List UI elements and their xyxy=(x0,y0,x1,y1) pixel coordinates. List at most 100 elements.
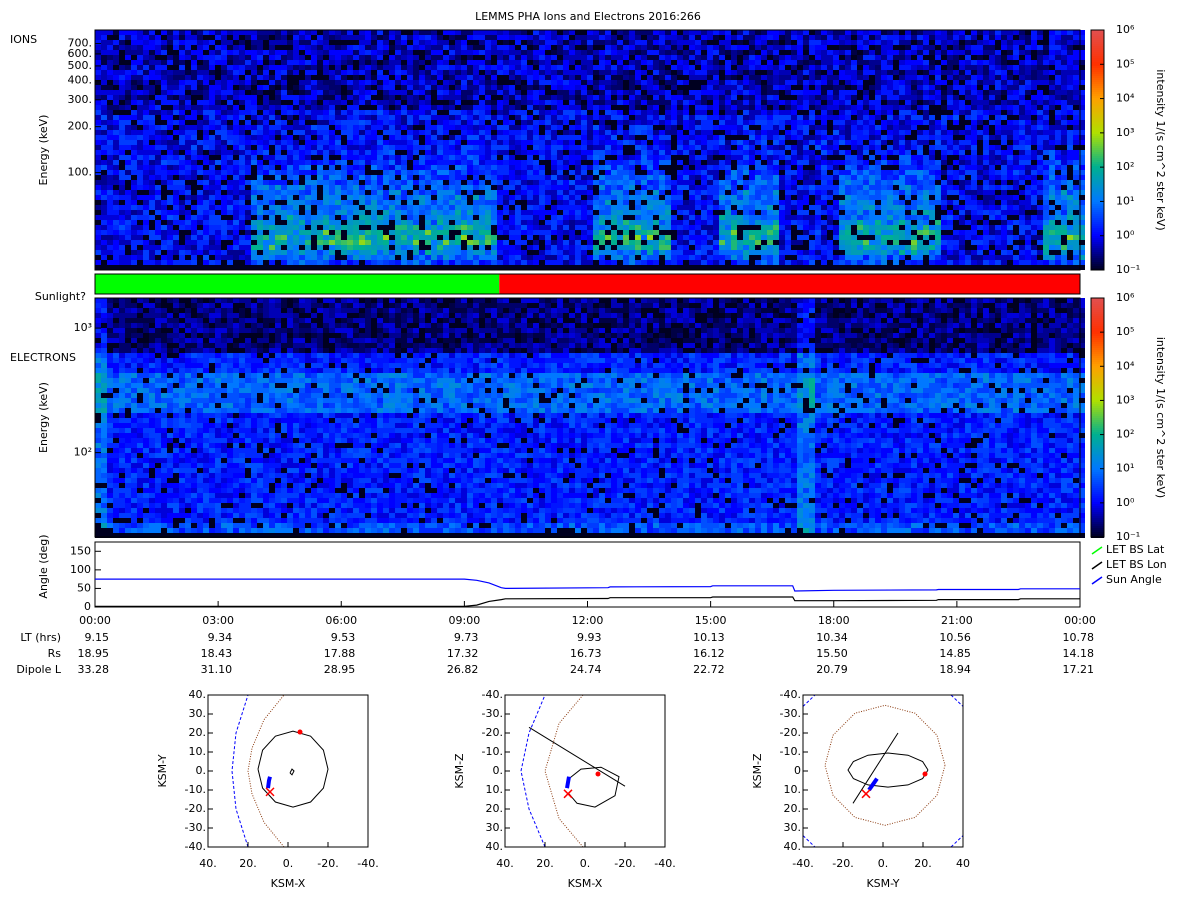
colorbar-cell xyxy=(1091,194,1104,196)
colorbar-cell xyxy=(1091,184,1104,186)
colorbar-cell xyxy=(1091,234,1104,236)
x-axis-label: KSM-X xyxy=(568,877,603,890)
colorbar-cell xyxy=(1091,170,1104,172)
colorbar-cell xyxy=(1091,358,1104,360)
ephemeris-value: 10.78 xyxy=(1063,631,1095,644)
y-tick-label: -10. xyxy=(780,745,801,758)
y-tick-label: 300. xyxy=(68,93,93,106)
ephemeris-value: 16.73 xyxy=(570,647,602,660)
x-tick-label: -40. xyxy=(792,857,813,870)
colorbar-cell xyxy=(1091,186,1104,188)
y-axis-label: KSM-Y xyxy=(156,754,169,787)
colorbar-cell xyxy=(1091,362,1104,364)
colorbar-cell xyxy=(1091,470,1104,472)
orbit-line xyxy=(847,732,929,804)
colorbar-cell xyxy=(1091,318,1104,320)
colorbar-cell xyxy=(1091,254,1104,256)
colorbar-cell xyxy=(1091,468,1104,470)
colorbar-cell xyxy=(1091,452,1104,454)
y-axis-label: Angle (deg) xyxy=(37,534,50,598)
colorbar-cell xyxy=(1091,268,1104,270)
colorbar-tick-label: 10⁵ xyxy=(1116,57,1134,70)
colorbar-cell xyxy=(1091,526,1104,528)
ephemeris-value: 18.43 xyxy=(201,647,233,660)
colorbar-cell xyxy=(1091,256,1104,258)
colorbar-cell xyxy=(1091,172,1104,174)
colorbar-cell xyxy=(1091,486,1104,488)
colorbar-cell xyxy=(1091,326,1104,328)
colorbar-cell xyxy=(1091,356,1104,358)
plot-frame xyxy=(94,29,1081,271)
ephemeris-value: 10.34 xyxy=(816,631,848,644)
colorbar-cell xyxy=(1091,182,1104,184)
orbit-marks xyxy=(803,695,963,847)
colorbar-tick-label: 10⁰ xyxy=(1116,229,1135,242)
spectrogram-image xyxy=(95,298,1085,538)
sunlight-frame xyxy=(94,273,1081,295)
colorbar-cell xyxy=(1091,510,1104,512)
legend-swatch xyxy=(1091,576,1103,585)
colorbar-cell xyxy=(1091,300,1104,302)
spectrogram-cells xyxy=(95,298,1085,523)
colorbar-cell xyxy=(1091,52,1104,54)
orbit-cross xyxy=(563,789,573,799)
ephemeris-value: 20.79 xyxy=(816,663,848,676)
colorbar-cell xyxy=(1091,30,1104,32)
colorbar-cell xyxy=(1091,220,1104,222)
y-tick-label: -40. xyxy=(780,688,801,701)
ephemeris-value: 17.32 xyxy=(447,647,479,660)
y-tick-label: 40. xyxy=(486,840,504,853)
panel-label: IONS xyxy=(10,33,37,46)
colorbar-cell xyxy=(1091,222,1104,224)
colorbar-cell xyxy=(1091,434,1104,436)
colorbar-cell xyxy=(1091,236,1104,238)
colorbar-cell xyxy=(1091,408,1104,410)
colorbar-cell xyxy=(1091,402,1104,404)
ephemeris-value: 10.13 xyxy=(693,631,725,644)
colorbar-cell xyxy=(1091,338,1104,340)
legend-swatch xyxy=(1091,561,1103,570)
colorbar-cell xyxy=(1091,70,1104,72)
colorbar-tick-label: 10² xyxy=(1116,428,1134,441)
spectrogram-cells xyxy=(107,298,1085,353)
colorbar-cell xyxy=(1091,512,1104,514)
colorbar-cell xyxy=(1091,94,1104,96)
colorbar-cell xyxy=(1091,244,1104,246)
colorbar-cell xyxy=(1091,478,1104,480)
colorbar-cell xyxy=(1091,440,1104,442)
colorbar-cell xyxy=(1091,152,1104,154)
y-tick-label: -10. xyxy=(185,783,206,796)
spectrogram-image xyxy=(95,30,1085,270)
colorbar-cell xyxy=(1091,154,1104,156)
colorbar-cell xyxy=(1091,214,1104,216)
colorbar-cell xyxy=(1091,216,1104,218)
ephemeris-value: 9.15 xyxy=(85,631,110,644)
x-tick-label: 15:00 xyxy=(695,614,727,627)
y-tick-label: 10. xyxy=(189,745,207,758)
colorbar-cell xyxy=(1091,500,1104,502)
plot-frame xyxy=(504,694,666,848)
colorbar-cell xyxy=(1091,432,1104,434)
spectrogram-cells xyxy=(251,180,1085,260)
colorbar-cell xyxy=(1091,38,1104,40)
colorbar-cell xyxy=(1091,162,1104,164)
y-tick-label: 40. xyxy=(189,688,207,701)
colorbar-cell xyxy=(1091,324,1104,326)
colorbar-cell xyxy=(1091,232,1104,234)
colorbar-cell xyxy=(1091,136,1104,138)
colorbar-cell xyxy=(1091,342,1104,344)
x-tick-label: -20. xyxy=(317,857,338,870)
y-tick-label: -30. xyxy=(185,821,206,834)
colorbar-cell xyxy=(1091,368,1104,370)
spectrogram-cells xyxy=(251,150,1085,265)
y-tick-label: 400. xyxy=(68,74,93,87)
colorbar-cell xyxy=(1091,218,1104,220)
colorbar-cell xyxy=(1091,484,1104,486)
colorbar-cell xyxy=(1091,166,1104,168)
colorbar-cell xyxy=(1091,58,1104,60)
colorbar-cell xyxy=(1091,476,1104,478)
x-tick-label: 00:00 xyxy=(1064,614,1096,627)
ephemeris-value: 9.53 xyxy=(331,631,356,644)
colorbar-cell xyxy=(1091,190,1104,192)
